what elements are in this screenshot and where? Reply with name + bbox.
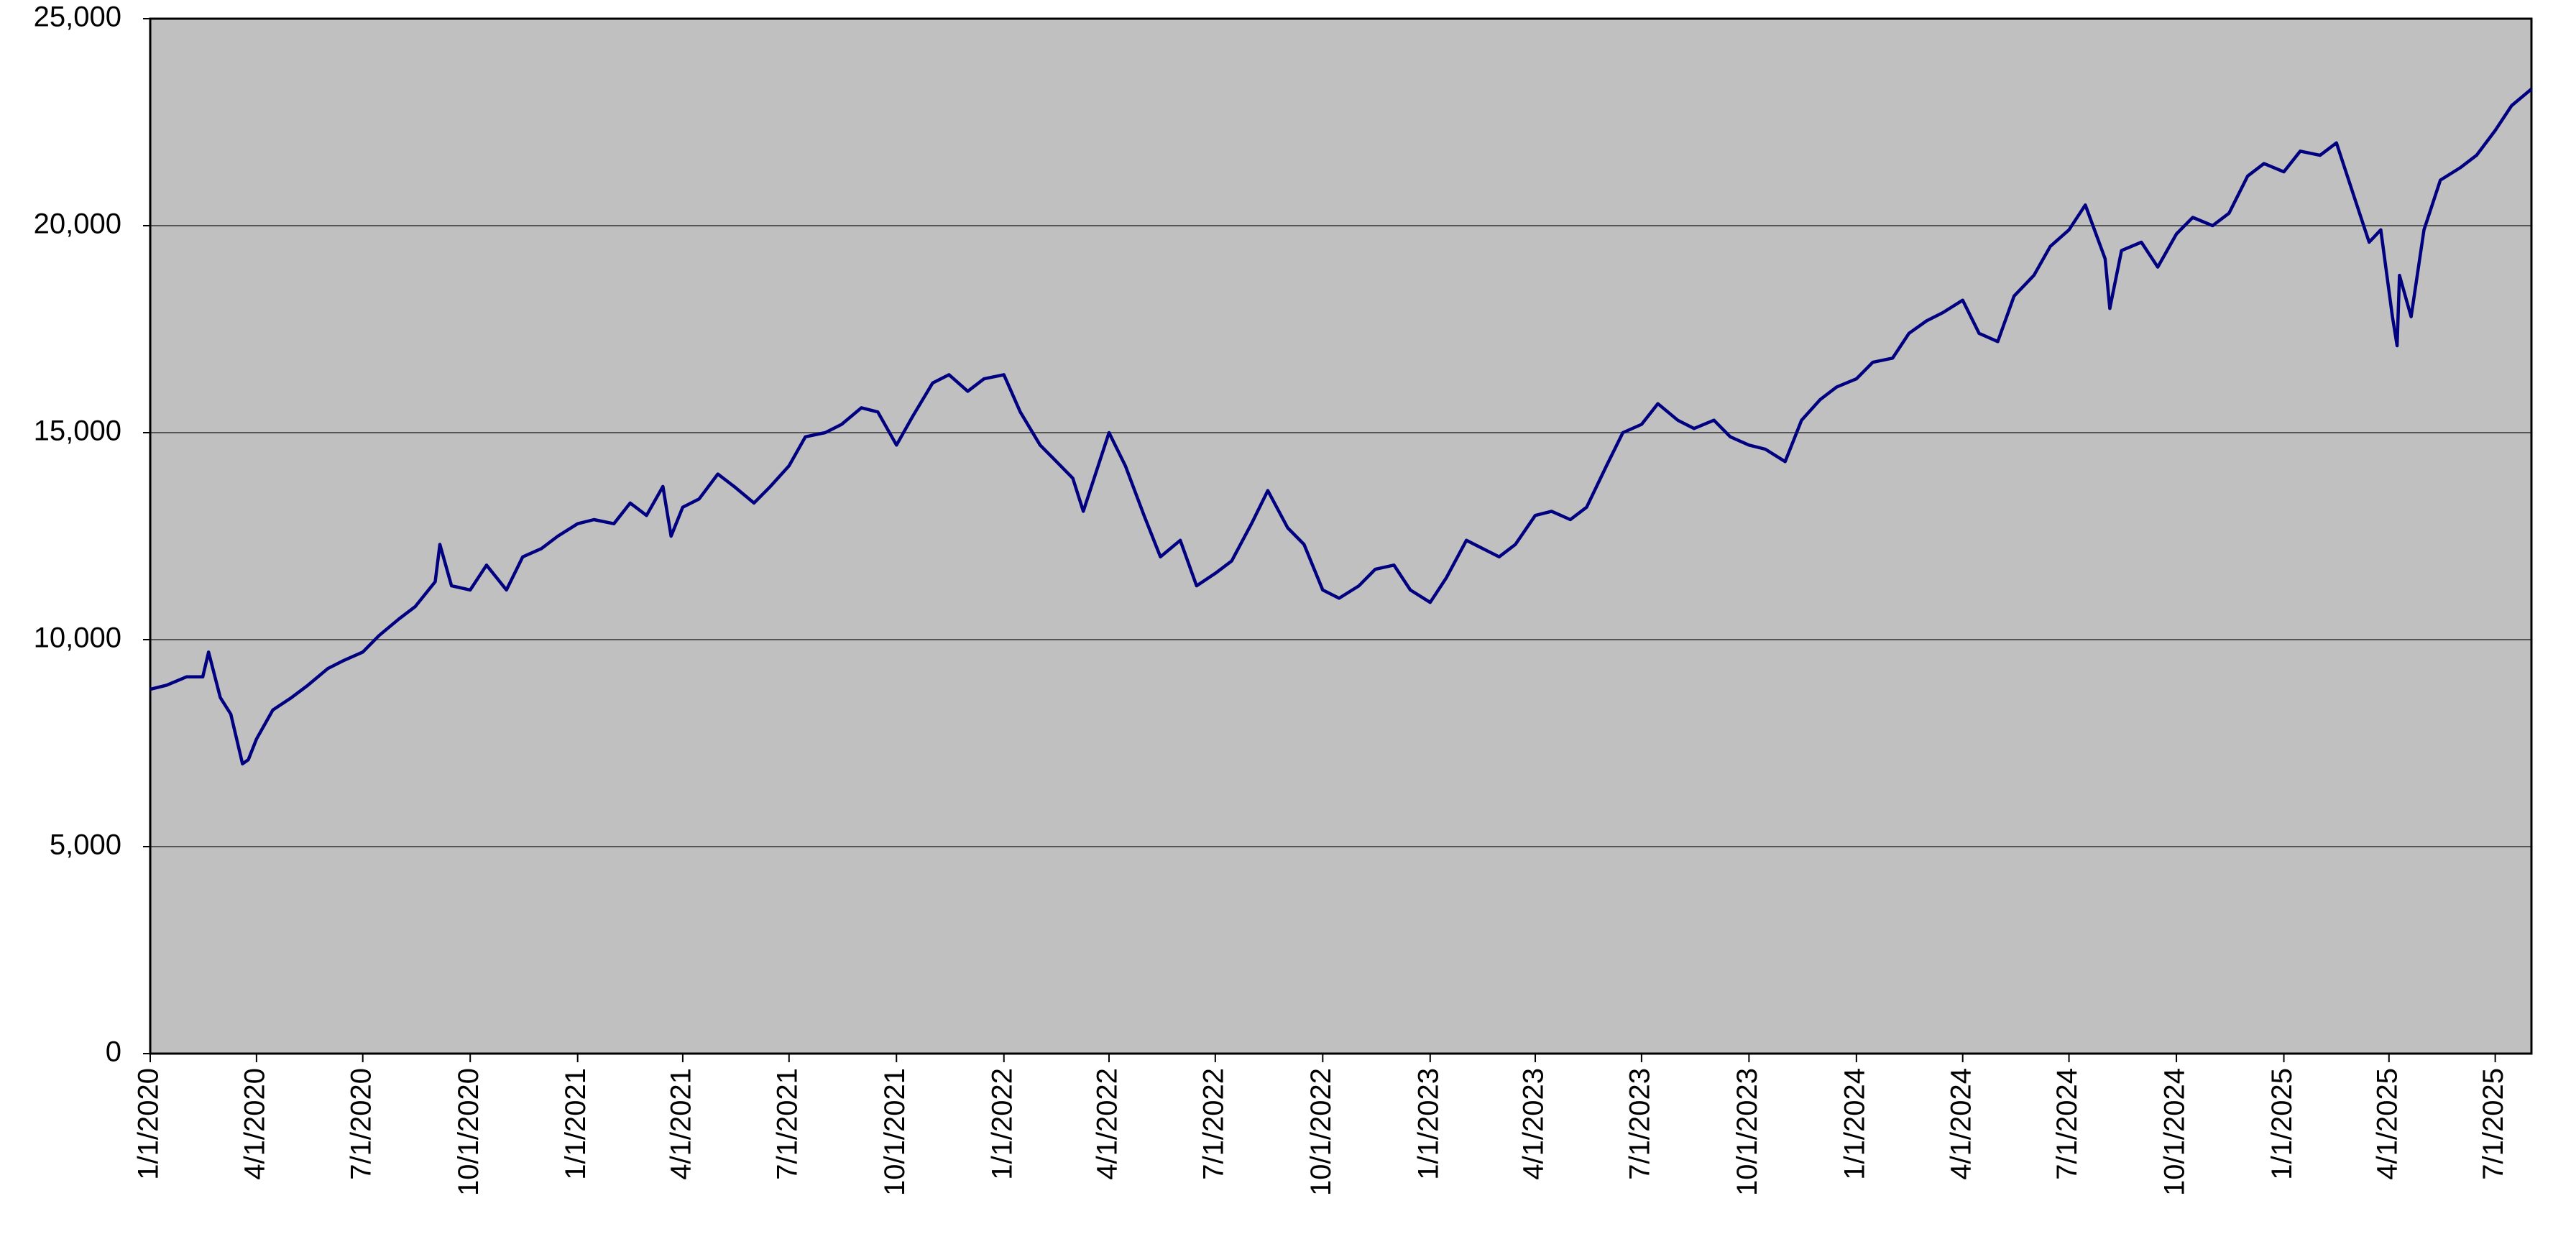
y-tick-label: 25,000 xyxy=(34,1,121,33)
x-tick-label: 4/1/2024 xyxy=(1945,1068,1977,1180)
x-tick-label: 1/1/2021 xyxy=(560,1068,592,1180)
x-tick-label: 10/1/2020 xyxy=(453,1068,484,1196)
x-tick-label: 1/1/2022 xyxy=(986,1068,1018,1180)
data-line xyxy=(150,88,2533,766)
x-tick-label: 7/1/2025 xyxy=(2478,1068,2509,1180)
x-tick-label: 7/1/2023 xyxy=(1624,1068,1655,1180)
y-tick-label: 15,000 xyxy=(34,415,121,447)
plot-area xyxy=(150,19,2531,1054)
x-tick-label: 7/1/2022 xyxy=(1197,1068,1229,1180)
x-tick-label: 7/1/2024 xyxy=(2051,1068,2083,1180)
plot-border xyxy=(149,17,2533,1055)
x-tick-label: 4/1/2023 xyxy=(1518,1068,1550,1180)
x-tick-label: 10/1/2021 xyxy=(879,1068,911,1196)
x-tick-label: 4/1/2020 xyxy=(239,1068,270,1180)
y-tick-label: 5,000 xyxy=(50,829,121,861)
x-tick-label: 1/1/2024 xyxy=(1839,1068,1870,1180)
x-tick-label: 10/1/2022 xyxy=(1305,1068,1337,1196)
x-tick-label: 1/1/2023 xyxy=(1412,1068,1444,1180)
x-tick-label: 4/1/2022 xyxy=(1092,1068,1123,1180)
x-tick-label: 7/1/2020 xyxy=(345,1068,377,1180)
x-tick-label: 10/1/2024 xyxy=(2159,1068,2191,1196)
y-tick-label: 10,000 xyxy=(34,622,121,654)
y-tick-label: 20,000 xyxy=(34,208,121,240)
x-tick-label: 1/1/2020 xyxy=(133,1068,165,1180)
x-tick-label: 7/1/2021 xyxy=(771,1068,803,1180)
x-tick-label: 4/1/2025 xyxy=(2371,1068,2403,1180)
x-tick-label: 10/1/2023 xyxy=(1731,1068,1763,1196)
x-tick-label: 4/1/2021 xyxy=(665,1068,696,1180)
y-tick-label: 0 xyxy=(106,1036,121,1068)
x-tick-label: 1/1/2025 xyxy=(2266,1068,2298,1180)
